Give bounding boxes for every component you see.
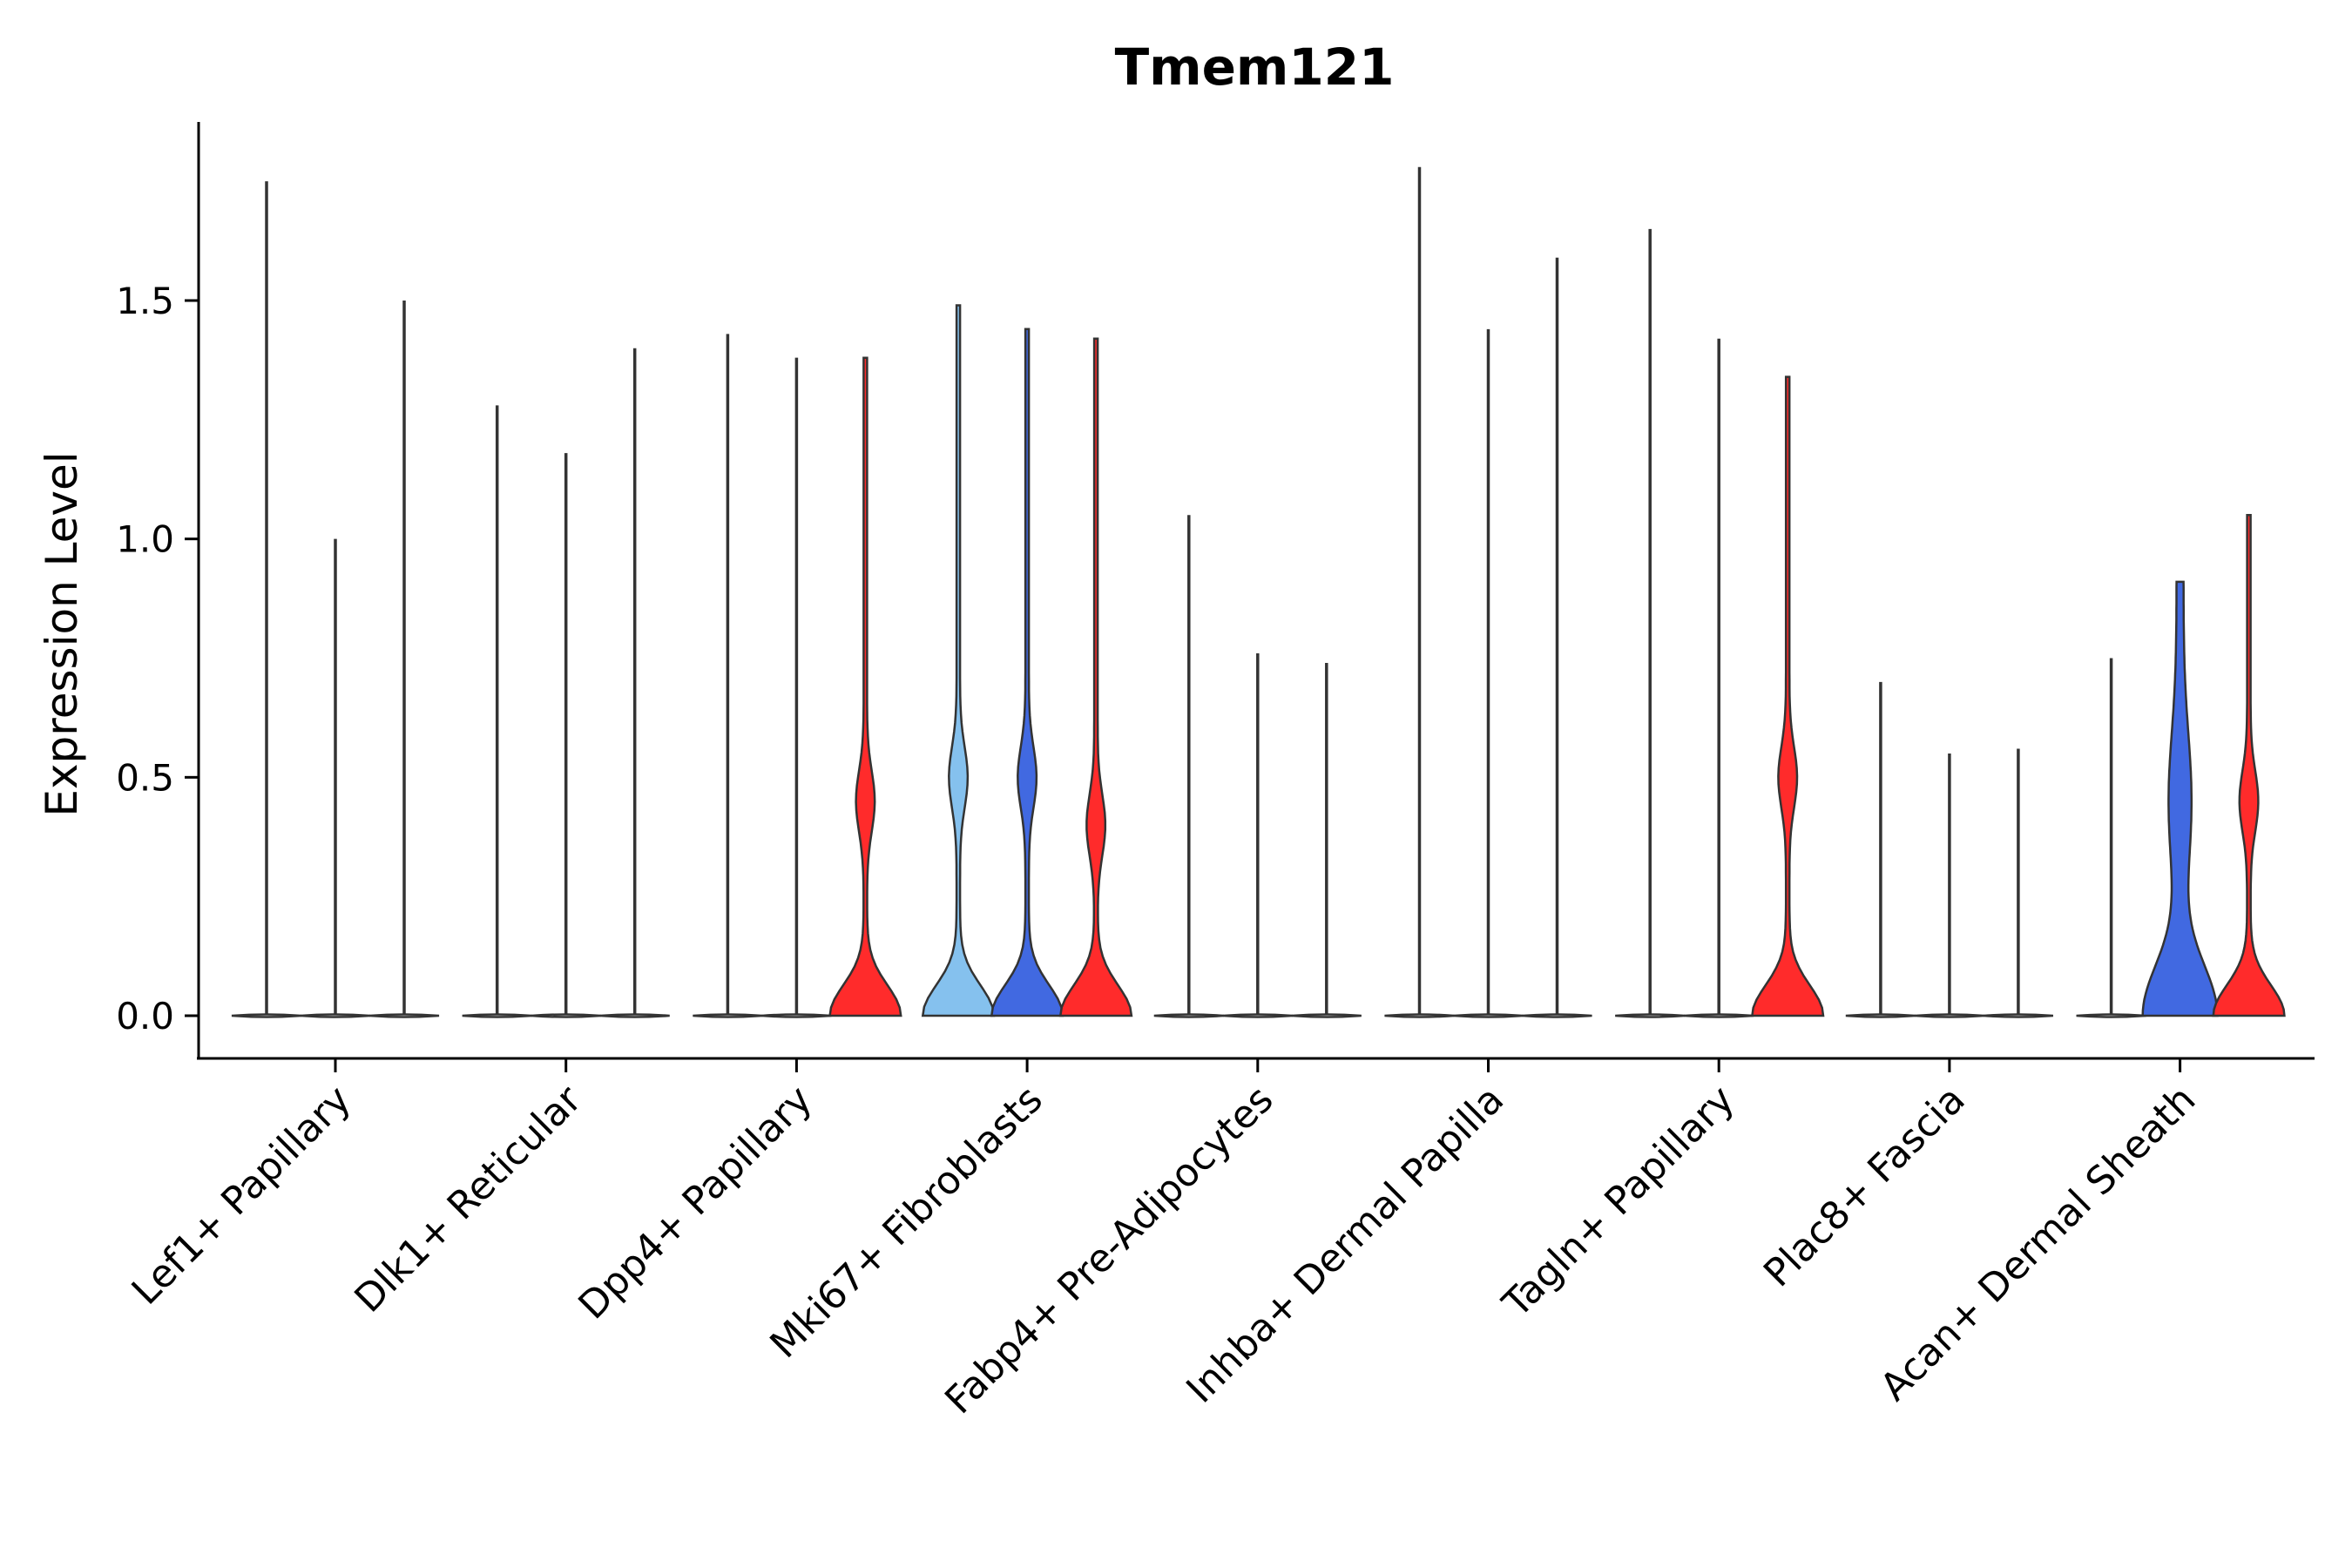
y-ticks: 0.0 0.5 1.0 1.5 [116,280,199,1037]
violin-base-mark [2076,1013,2146,1018]
violin-base-mark [1845,1013,1916,1018]
violin-mark [1058,337,1133,1017]
y-tick-label: 0.5 [116,756,174,799]
y-tick-label: 0.0 [116,995,174,1037]
violin-base-mark [300,1013,371,1018]
violin-base-mark [1914,1013,1984,1018]
violin-base-mark [462,1013,532,1018]
violin-base-mark [231,1013,302,1018]
violin-base-mark [599,1013,670,1018]
violin-base-mark [693,1013,763,1018]
x-tick-label: Plac8+ Fascia [1755,1078,1974,1296]
violin-base-mark [1453,1013,1524,1018]
violin-base-mark [1522,1013,1592,1018]
violin-base-mark [761,1013,832,1018]
y-axis-title: Expression Level [37,451,87,816]
violin-mark [828,356,902,1017]
violin-base-mark [368,1013,440,1018]
violin-mark [1750,375,1825,1017]
violin-mark [921,304,996,1017]
violin-base-mark [1615,1013,1686,1018]
x-tick-label: Dpp4+ Papillary [571,1078,821,1328]
chart-title: Tmem121 [1115,37,1395,97]
x-tick-label: Lef1+ Papillary [124,1078,360,1314]
violins-layer [231,166,2286,1018]
violin-mark [990,328,1064,1017]
violin-base-mark [1291,1013,1362,1018]
x-tick-label: Dlk1+ Reticular [347,1077,591,1321]
violin-base-mark [1684,1013,1754,1018]
y-tick-label: 1.0 [116,518,174,561]
violin-base-mark [1983,1013,2053,1018]
violin-base-mark [1222,1013,1293,1018]
x-tick-label: Tagln+ Papillary [1494,1078,1743,1327]
violin-mark [2141,580,2219,1017]
axes-layer [197,122,2315,1060]
violin-base-mark [1153,1013,1224,1018]
violin-base-mark [1384,1013,1455,1018]
violin-base-mark [531,1013,601,1018]
y-tick-label: 1.5 [116,280,174,322]
violin-mark [2212,514,2286,1017]
